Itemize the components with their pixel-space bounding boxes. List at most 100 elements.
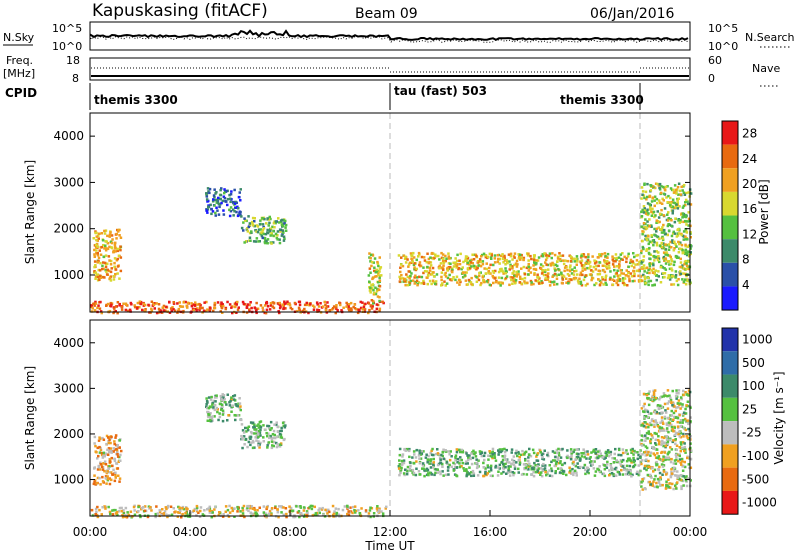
data-cell bbox=[198, 515, 202, 518]
data-cell bbox=[684, 243, 687, 247]
data-cell bbox=[662, 272, 665, 275]
data-cell bbox=[249, 437, 252, 440]
data-cell bbox=[648, 240, 652, 243]
data-cell bbox=[681, 441, 685, 444]
data-cell bbox=[257, 429, 261, 433]
data-cell bbox=[631, 260, 635, 263]
data-cell bbox=[107, 471, 111, 474]
data-cell bbox=[347, 513, 351, 517]
data-cell bbox=[601, 276, 604, 279]
data-cell bbox=[95, 238, 98, 242]
data-cell bbox=[498, 262, 501, 265]
data-cell bbox=[659, 396, 662, 399]
data-cell bbox=[602, 472, 606, 476]
data-cell bbox=[553, 280, 556, 283]
data-cell bbox=[665, 456, 668, 459]
data-cell bbox=[670, 274, 674, 278]
data-cell bbox=[598, 261, 601, 264]
data-cell bbox=[166, 506, 169, 509]
data-cell bbox=[567, 282, 570, 285]
data-cell bbox=[186, 301, 190, 305]
data-cell bbox=[653, 250, 656, 253]
data-cell bbox=[608, 266, 611, 270]
data-cell bbox=[253, 432, 256, 435]
data-cell bbox=[682, 418, 685, 422]
data-cell bbox=[270, 513, 273, 516]
data-cell bbox=[405, 472, 409, 476]
data-cell bbox=[533, 254, 536, 257]
data-cell bbox=[440, 275, 443, 279]
data-cell bbox=[676, 402, 680, 405]
data-cell bbox=[399, 263, 403, 266]
data-cell bbox=[279, 433, 282, 436]
data-cell bbox=[265, 431, 268, 435]
data-cell bbox=[100, 513, 103, 516]
data-cell bbox=[476, 474, 480, 477]
data-cell bbox=[418, 261, 422, 264]
data-cell bbox=[347, 303, 351, 306]
data-cell bbox=[670, 457, 673, 461]
data-cell bbox=[664, 444, 668, 448]
data-cell bbox=[545, 471, 549, 474]
data-cell bbox=[229, 399, 232, 403]
data-cell bbox=[201, 306, 204, 310]
data-cell bbox=[278, 505, 281, 508]
data-cell bbox=[94, 300, 97, 304]
data-cell bbox=[233, 394, 237, 397]
data-cell bbox=[673, 247, 676, 250]
data-cell bbox=[645, 393, 649, 397]
data-cell bbox=[110, 246, 113, 249]
data-cell bbox=[452, 461, 455, 465]
data-cell bbox=[488, 454, 492, 458]
data-cell bbox=[455, 264, 459, 268]
data-cell bbox=[517, 257, 521, 260]
data-cell bbox=[529, 254, 532, 258]
data-cell bbox=[580, 452, 583, 455]
data-cell bbox=[684, 283, 688, 286]
data-cell bbox=[655, 250, 658, 253]
data-cell bbox=[609, 464, 612, 467]
data-cell bbox=[441, 282, 444, 285]
data-cell bbox=[194, 301, 197, 304]
data-cell bbox=[326, 301, 329, 304]
data-cell bbox=[643, 207, 646, 210]
data-cell bbox=[431, 447, 434, 451]
data-cell bbox=[653, 270, 656, 274]
y-tick-label: 2000 bbox=[53, 222, 84, 236]
data-cell bbox=[430, 449, 433, 453]
data-cell bbox=[182, 301, 185, 304]
data-cell bbox=[416, 283, 419, 287]
data-cell bbox=[508, 461, 511, 464]
data-cell bbox=[286, 300, 289, 303]
data-cell bbox=[598, 283, 602, 287]
data-cell bbox=[507, 469, 510, 472]
data-cell bbox=[104, 249, 108, 252]
data-cell bbox=[662, 214, 666, 217]
data-cell bbox=[675, 455, 678, 459]
data-cell bbox=[124, 506, 128, 510]
data-cell bbox=[580, 259, 584, 262]
data-cell bbox=[541, 456, 544, 459]
data-cell bbox=[663, 275, 666, 279]
data-cell bbox=[678, 454, 681, 458]
colorbar-tick-label: 1000 bbox=[742, 333, 773, 347]
data-cell bbox=[109, 512, 112, 516]
data-cell bbox=[252, 224, 255, 227]
data-cell bbox=[430, 453, 434, 457]
data-cell bbox=[629, 458, 632, 462]
data-cell bbox=[118, 277, 121, 280]
data-cell bbox=[478, 470, 482, 474]
data-cell bbox=[432, 463, 435, 467]
data-cell bbox=[417, 255, 420, 258]
data-cell bbox=[522, 265, 526, 269]
data-cell bbox=[139, 302, 142, 306]
data-cell bbox=[676, 425, 680, 428]
data-cell bbox=[202, 309, 206, 312]
data-cell bbox=[221, 311, 224, 314]
data-cell bbox=[524, 466, 528, 469]
data-cell bbox=[562, 472, 565, 475]
data-cell bbox=[136, 301, 140, 305]
data-cell bbox=[600, 281, 603, 284]
data-cell bbox=[415, 279, 419, 282]
data-cell bbox=[404, 261, 408, 264]
